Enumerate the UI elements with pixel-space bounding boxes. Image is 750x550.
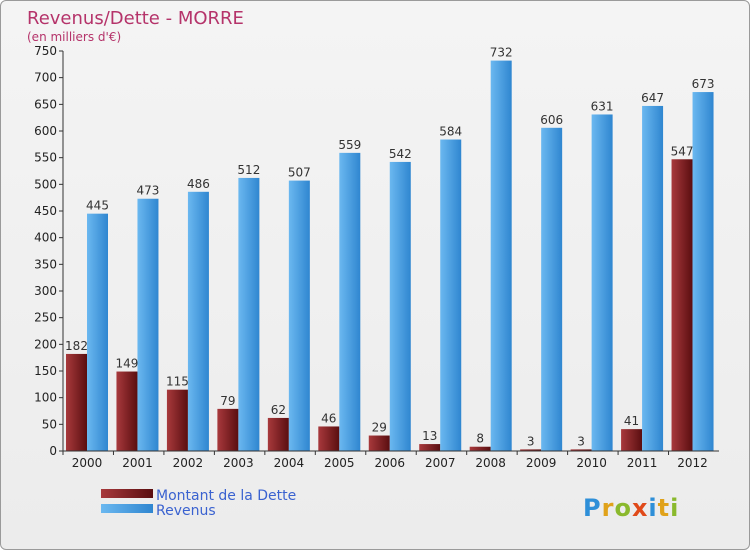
y-tick-label: 600 <box>34 124 57 138</box>
x-tick-label: 2008 <box>475 456 506 470</box>
bar-revenus <box>137 198 159 451</box>
data-label-revenus: 507 <box>288 166 311 180</box>
x-tick-label: 2009 <box>526 456 557 470</box>
data-label-dette: 79 <box>220 394 235 408</box>
data-label-revenus: 559 <box>338 138 361 152</box>
bar-dette <box>318 426 340 451</box>
x-tick-label: 2004 <box>274 456 305 470</box>
y-axis: 0 50 100 150 200 250 300 350 400 450 500 550 600 650 7… <box>34 44 64 458</box>
bar-revenus <box>339 152 361 451</box>
data-label-revenus: 732 <box>490 46 513 60</box>
bar-dette <box>217 408 239 451</box>
y-tick-label: 750 <box>34 44 57 58</box>
bar-dette <box>570 449 592 451</box>
bar-revenus <box>288 180 310 451</box>
data-label-dette: 41 <box>624 414 639 428</box>
x-tick-label: 2005 <box>324 456 355 470</box>
data-label-dette: 115 <box>166 375 189 389</box>
y-tick-label: 50 <box>42 417 57 431</box>
data-label-revenus: 647 <box>641 91 664 105</box>
legend-swatch-revenus <box>101 504 153 513</box>
legend-swatch-dette <box>101 489 153 498</box>
x-tick-label: 2001 <box>122 456 153 470</box>
bar-dette <box>419 444 441 451</box>
data-label-revenus: 542 <box>389 147 412 161</box>
chart-subtitle: (en milliers d'€) <box>27 30 121 44</box>
x-tick-label: 2012 <box>677 456 708 470</box>
bar-dette <box>66 353 87 451</box>
y-tick-label: 450 <box>34 204 57 218</box>
data-label-dette: 29 <box>372 421 387 435</box>
bar-revenus <box>541 127 563 452</box>
x-tick-label: 2000 <box>72 456 103 470</box>
data-label-revenus: 631 <box>591 99 614 113</box>
bar-revenus <box>490 60 512 451</box>
y-tick-label: 550 <box>34 151 57 165</box>
bar-revenus <box>389 161 411 451</box>
data-label-dette: 547 <box>671 144 694 158</box>
data-label-revenus: 673 <box>692 77 715 91</box>
bar-revenus <box>642 105 664 451</box>
bar-revenus <box>440 139 462 452</box>
y-tick-label: 500 <box>34 177 57 191</box>
legend-label-dette: Montant de la Dette <box>156 488 296 504</box>
legend-label-revenus: Revenus <box>156 503 216 519</box>
x-tick-label: 2011 <box>627 456 658 470</box>
y-tick-label: 200 <box>34 337 57 351</box>
x-tick-label: 2007 <box>425 456 456 470</box>
bar-dette <box>267 417 289 451</box>
brand-logo: Proxiti <box>583 494 679 522</box>
data-label-revenus: 445 <box>86 199 109 213</box>
data-label-dette: 13 <box>422 429 437 443</box>
bars-group: 182 445 149 473 115 486 79 512 62 507 46 559 29 542 13… <box>65 46 715 452</box>
data-label-dette: 62 <box>271 403 286 417</box>
bar-revenus <box>87 213 108 451</box>
data-label-dette: 3 <box>577 434 585 448</box>
bar-dette <box>520 449 542 451</box>
bar-dette <box>469 446 491 451</box>
bar-revenus <box>591 114 613 451</box>
data-label-dette: 46 <box>321 411 336 425</box>
y-tick-label: 650 <box>34 97 57 111</box>
x-tick-label: 2002 <box>173 456 204 470</box>
bar-dette <box>671 159 693 451</box>
bar-revenus <box>187 191 209 452</box>
y-tick-label: 0 <box>49 444 57 458</box>
y-tick-label: 150 <box>34 364 57 378</box>
y-tick-label: 100 <box>34 391 57 405</box>
x-axis: 2000 2001 2002 2003 2004 2005 2006 2007 2008 2009… <box>62 450 719 470</box>
y-tick-label: 700 <box>34 71 57 85</box>
x-tick-label: 2006 <box>374 456 405 470</box>
data-label-revenus: 486 <box>187 177 210 191</box>
data-label-revenus: 584 <box>439 125 462 139</box>
y-tick-label: 400 <box>34 231 57 245</box>
data-label-dette: 8 <box>476 432 484 446</box>
data-label-dette: 182 <box>65 339 88 353</box>
bar-revenus <box>692 92 714 452</box>
bar-dette <box>166 389 188 451</box>
x-tick-label: 2003 <box>223 456 254 470</box>
y-tick-label: 300 <box>34 284 57 298</box>
legend: Montant de la Dette Revenus <box>101 488 296 519</box>
chart-title: Revenus/Dette - MORRE <box>27 8 244 29</box>
y-tick-label: 250 <box>34 311 57 325</box>
bar-dette <box>621 429 643 451</box>
data-label-revenus: 512 <box>237 163 260 177</box>
y-tick-label: 350 <box>34 257 57 271</box>
data-label-dette: 149 <box>116 357 139 371</box>
data-label-revenus: 473 <box>137 184 160 198</box>
bar-revenus <box>238 177 260 451</box>
bar-dette <box>368 435 390 451</box>
data-label-dette: 3 <box>527 434 535 448</box>
bar-dette <box>116 371 138 451</box>
x-tick-label: 2010 <box>576 456 607 470</box>
data-label-revenus: 606 <box>540 113 563 127</box>
